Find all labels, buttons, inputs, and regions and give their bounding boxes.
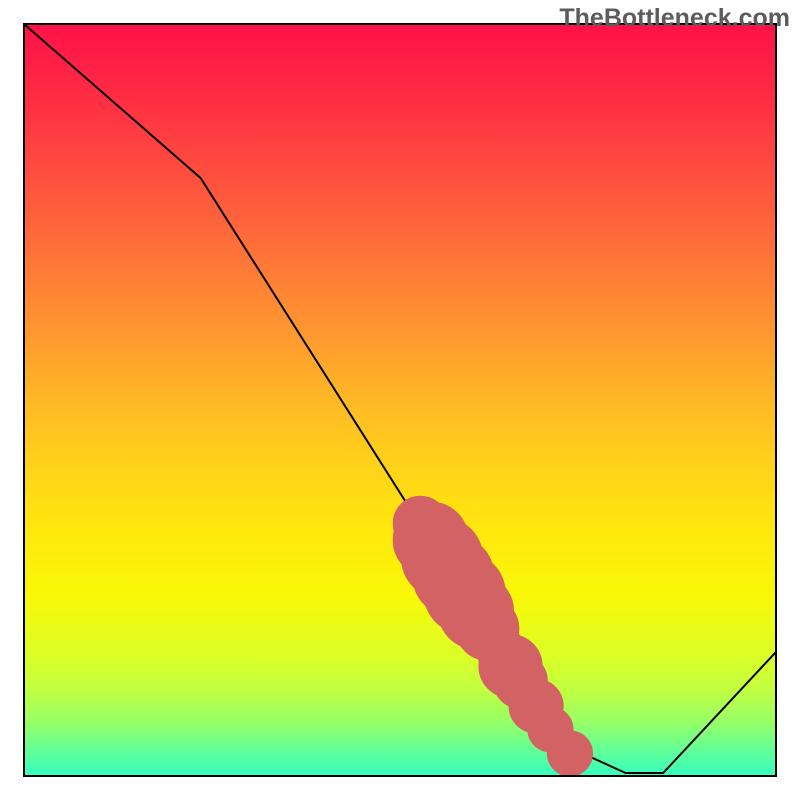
chart-background [24, 24, 776, 776]
bottleneck-chart [0, 0, 800, 800]
scatter-point [547, 731, 592, 776]
chart-container: TheBottleneck.com [0, 0, 800, 800]
